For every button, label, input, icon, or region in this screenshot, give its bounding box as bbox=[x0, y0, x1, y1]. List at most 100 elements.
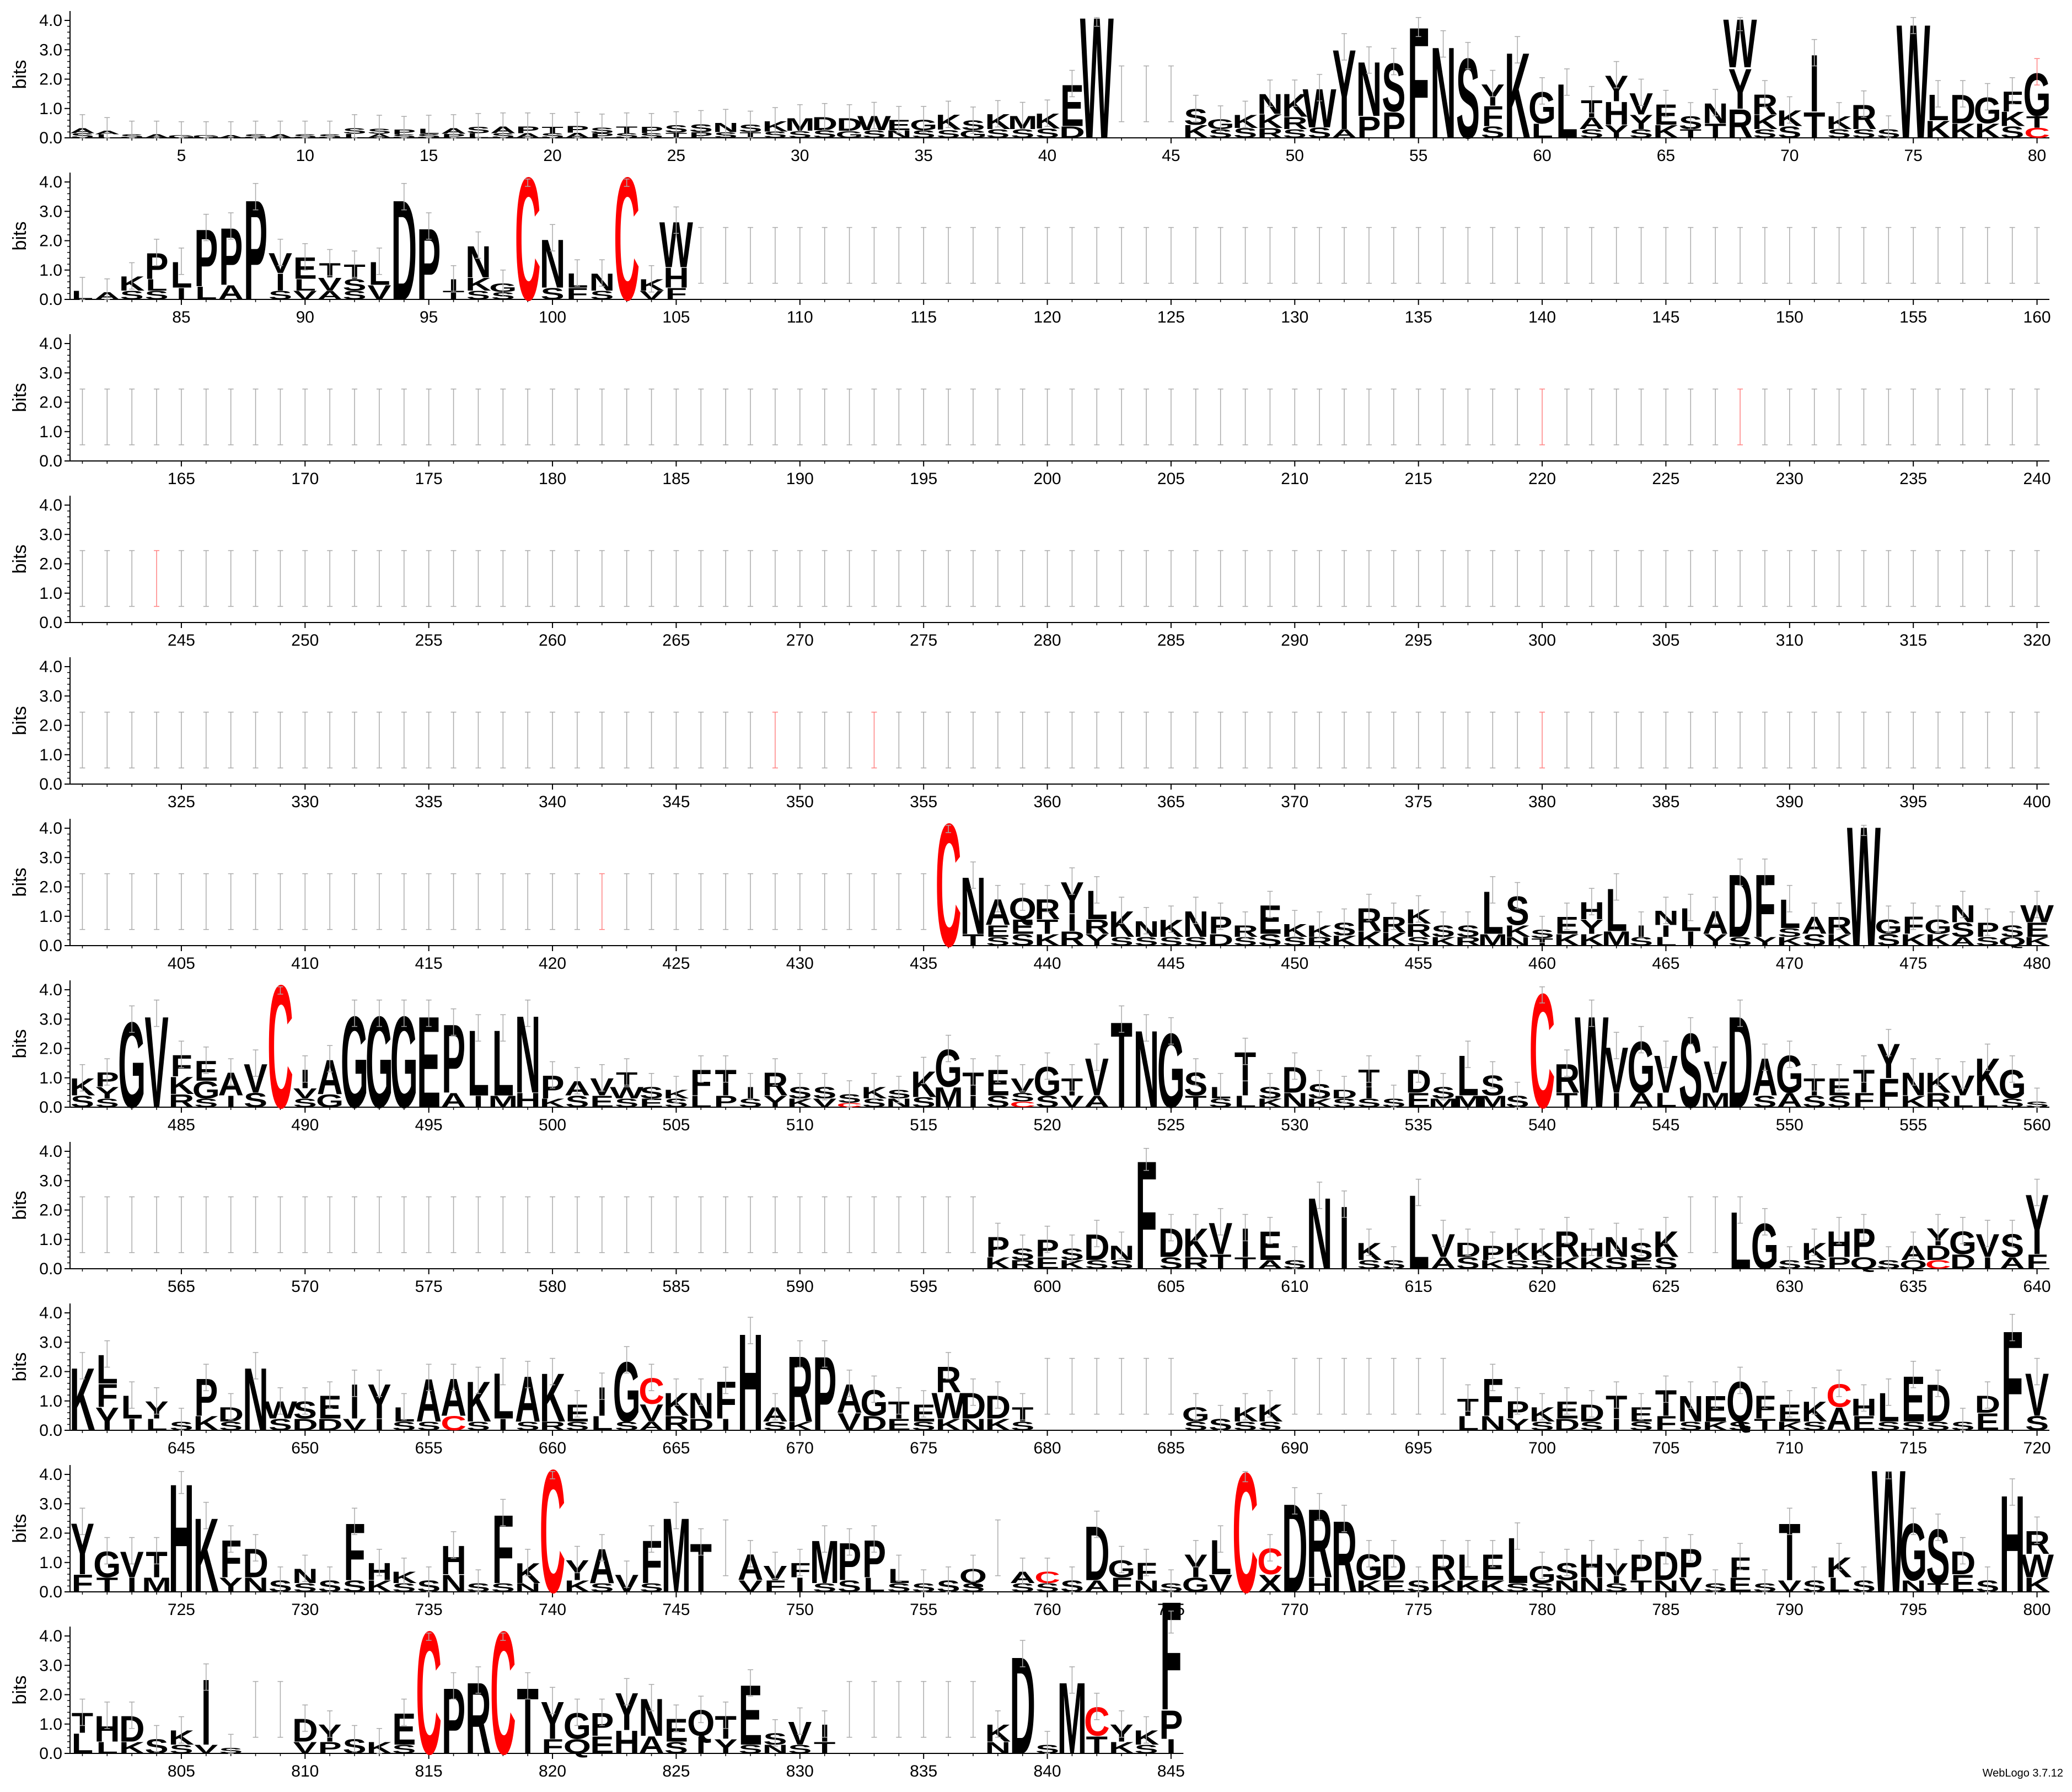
x-tick-label: 405 bbox=[168, 954, 195, 973]
logo-letter: A bbox=[1257, 1258, 1283, 1271]
y-tick-label: 0.0 bbox=[39, 614, 62, 632]
logo-letter: N bbox=[441, 1570, 466, 1597]
x-tick-label: 145 bbox=[1652, 308, 1679, 326]
x-tick-label: 355 bbox=[910, 793, 937, 811]
logo-letter: T bbox=[1704, 120, 1726, 142]
x-tick-label: 390 bbox=[1776, 793, 1803, 811]
x-tick-label: 265 bbox=[662, 631, 690, 650]
logo-letter: H bbox=[515, 1089, 541, 1112]
logo-letter: A bbox=[1826, 1402, 1852, 1438]
logo-letter: S bbox=[1011, 1419, 1034, 1433]
logo-letter: M bbox=[1453, 1092, 1483, 1111]
x-tick-label: 630 bbox=[1776, 1278, 1803, 1296]
logo-letter: M bbox=[488, 1092, 518, 1111]
x-tick-label: 420 bbox=[539, 954, 566, 973]
y-axis-label: bits bbox=[9, 60, 30, 89]
logo-letter: L bbox=[1977, 1092, 1999, 1111]
x-tick-label: 30 bbox=[791, 147, 809, 165]
logo-letter: K bbox=[367, 1577, 393, 1596]
logo-letter: Y bbox=[1580, 916, 1603, 938]
logo-letter: S bbox=[466, 1419, 490, 1433]
logo-letter: I bbox=[1067, 909, 1077, 936]
logo-letter: N bbox=[1480, 1412, 1506, 1435]
logo-letter: N bbox=[1505, 935, 1531, 948]
logo-letter: M bbox=[1478, 931, 1507, 949]
logo-letter: S bbox=[169, 1742, 193, 1756]
x-tick-label: 830 bbox=[786, 1762, 814, 1780]
logo-letter: S bbox=[1530, 1581, 1554, 1595]
x-tick-label: 605 bbox=[1157, 1278, 1185, 1296]
logo-letter: I bbox=[1810, 39, 1819, 130]
logo-letter: S bbox=[1629, 1419, 1653, 1433]
logo-letter: S bbox=[2000, 1096, 2024, 1110]
x-tick-label: 745 bbox=[662, 1601, 690, 1619]
logo-letter: S bbox=[1481, 123, 1505, 142]
logo-letter: S bbox=[887, 1581, 911, 1595]
x-tick-label: 180 bbox=[539, 470, 566, 488]
logo-letter: S bbox=[862, 128, 886, 140]
logo-letter: F bbox=[566, 285, 588, 303]
y-tick-label: 2.0 bbox=[39, 1686, 62, 1704]
logo-letter: F bbox=[72, 1570, 94, 1597]
logo-row: 0.0 1.0 2.0 3.0 4.0 bits 5 10 15 20 25 30 35 40 45 50 55… bbox=[9, 0, 2051, 175]
logo-letter: S bbox=[1110, 935, 1134, 948]
logo-letter: G bbox=[316, 1091, 343, 1112]
x-tick-label: 500 bbox=[539, 1116, 566, 1134]
logo-letter: X bbox=[1258, 1570, 1282, 1597]
logo-letter: S bbox=[1357, 1096, 1381, 1110]
logo-letter: S bbox=[1035, 1092, 1059, 1111]
x-tick-label: 20 bbox=[543, 147, 561, 165]
logo-letter: K bbox=[1776, 1419, 1802, 1433]
logo-row: 0.0 1.0 2.0 3.0 4.0 bits 805 810 815 820 825 830 835… bbox=[9, 1570, 1185, 1791]
logo-letter: S bbox=[1258, 1419, 1282, 1433]
logo-letter: A bbox=[1430, 1254, 1456, 1273]
x-tick-label: 705 bbox=[1652, 1439, 1679, 1457]
x-tick-label: 720 bbox=[2023, 1439, 2051, 1457]
logo-letter: I bbox=[1661, 922, 1671, 941]
logo-letter: I bbox=[1241, 1077, 1250, 1100]
logo-letter: F bbox=[1655, 1412, 1677, 1435]
logo-letter: D bbox=[1554, 1415, 1580, 1434]
logo-letter: E bbox=[1011, 916, 1034, 938]
y-axis-label: bits bbox=[9, 868, 30, 897]
logo-row: 0.0 1.0 2.0 3.0 4.0 bits 725 730 735 740 745 750 755… bbox=[9, 1433, 2054, 1629]
y-tick-label: 2.0 bbox=[39, 71, 62, 89]
x-tick-label: 825 bbox=[662, 1762, 690, 1780]
logo-letter: A bbox=[441, 1089, 466, 1112]
weblogo-credit: WebLogo 3.7.12 bbox=[1982, 1767, 2063, 1779]
logo-letter: S bbox=[293, 1096, 317, 1110]
logo-letter: S bbox=[1159, 1254, 1183, 1273]
logo-letter: S bbox=[986, 1092, 1010, 1111]
x-tick-label: 125 bbox=[1157, 308, 1185, 326]
x-tick-label: 675 bbox=[910, 1439, 937, 1457]
logo-letter: P bbox=[1357, 110, 1381, 144]
logo-letter: V bbox=[1209, 1570, 1232, 1597]
x-tick-label: 65 bbox=[1657, 147, 1675, 165]
logo-letter: A bbox=[1084, 1577, 1110, 1596]
x-tick-label: 400 bbox=[2023, 793, 2051, 811]
logo-letter: E bbox=[1852, 1412, 1876, 1435]
x-tick-label: 545 bbox=[1652, 1116, 1679, 1134]
logo-letter: S bbox=[1802, 1258, 1826, 1271]
x-tick-label: 840 bbox=[1034, 1762, 1061, 1780]
logo-letter: L bbox=[1234, 1092, 1257, 1111]
logo-letter: I bbox=[1241, 1220, 1250, 1266]
y-tick-label: 4.0 bbox=[39, 819, 62, 838]
logo-letter: D bbox=[688, 1415, 714, 1434]
logo-letter: E bbox=[1951, 1570, 1974, 1597]
logo-letter: Y bbox=[1506, 1415, 1529, 1434]
logo-letter: C bbox=[441, 1412, 466, 1435]
x-tick-label: 275 bbox=[910, 631, 937, 650]
logo-letter: F bbox=[1110, 1574, 1132, 1596]
y-tick-label: 1.0 bbox=[39, 1554, 62, 1572]
x-tick-label: 535 bbox=[1405, 1116, 1432, 1134]
logo-letter: L bbox=[146, 1415, 168, 1434]
y-tick-label: 1.0 bbox=[39, 423, 62, 441]
logo-letter: K bbox=[1925, 931, 1951, 949]
logo-letter: N bbox=[985, 1739, 1011, 1757]
x-tick-label: 155 bbox=[1899, 308, 1927, 326]
x-tick-label: 580 bbox=[539, 1278, 566, 1296]
logo-letter: K bbox=[1999, 108, 2025, 131]
logo-letter: H bbox=[1603, 96, 1629, 132]
logo-letter: K bbox=[565, 1577, 591, 1596]
